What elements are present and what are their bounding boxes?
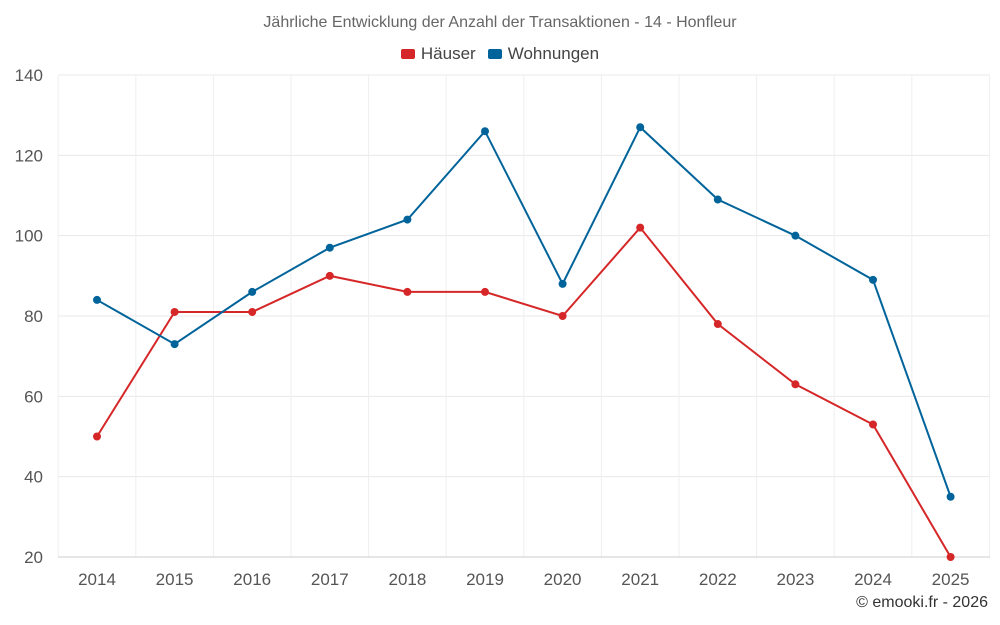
data-point-haeuser-2019[interactable]	[481, 287, 489, 296]
legend-label-haeuser: Häuser	[420, 44, 476, 63]
data-point-haeuser-2020[interactable]	[558, 312, 567, 320]
legend-item-haeuser[interactable]: Häuser	[400, 44, 476, 64]
y-tick-label-20: 20	[24, 548, 43, 567]
series-line-wohnungen	[96, 125, 952, 498]
data-point-wohnungen-2018[interactable]	[403, 215, 412, 224]
x-tick-label-2022: 2022	[699, 570, 737, 589]
x-tick-label-2018: 2018	[388, 570, 426, 589]
data-point-wohnungen-2016[interactable]	[248, 287, 257, 296]
y-tick-label-40: 40	[24, 468, 43, 487]
legend-swatch-haeuser	[400, 49, 415, 59]
data-point-wohnungen-2017[interactable]	[325, 243, 334, 252]
data-point-haeuser-2015[interactable]	[170, 307, 179, 316]
data-point-haeuser-2023[interactable]	[791, 380, 800, 389]
data-point-haeuser-2018[interactable]	[403, 287, 412, 296]
x-tick-label-2014: 2014	[78, 570, 116, 589]
data-point-wohnungen-2014[interactable]	[93, 295, 101, 304]
x-tick-label-2020: 2020	[544, 570, 582, 589]
data-point-haeuser-2017[interactable]	[325, 271, 334, 280]
x-tick-label-2016: 2016	[233, 570, 271, 589]
x-tick-label-2021: 2021	[621, 570, 659, 589]
data-point-wohnungen-2015[interactable]	[170, 340, 179, 349]
x-tick-label-2024: 2024	[854, 570, 892, 589]
legend: Häuser Wohnungen	[0, 44, 1000, 64]
data-point-wohnungen-2025[interactable]	[946, 492, 955, 501]
data-point-wohnungen-2021[interactable]	[636, 123, 645, 132]
y-tick-label-80: 80	[24, 307, 43, 326]
data-point-wohnungen-2022[interactable]	[713, 195, 722, 204]
data-point-wohnungen-2020[interactable]	[558, 279, 567, 288]
legend-label-wohnungen: Wohnungen	[507, 44, 600, 63]
data-point-wohnungen-2019[interactable]	[481, 127, 489, 136]
y-tick-label-120: 120	[15, 146, 43, 165]
y-tick-label-140: 140	[15, 66, 43, 85]
credit-text: © emooki.fr - 2026	[856, 594, 988, 611]
data-point-wohnungen-2024[interactable]	[869, 275, 877, 284]
x-tick-label-2019: 2019	[466, 570, 504, 589]
x-tick-label-2015: 2015	[156, 570, 194, 589]
legend-swatch-wohnungen	[487, 49, 502, 59]
x-tick-label-2017: 2017	[311, 570, 349, 589]
x-tick-label-2023: 2023	[776, 570, 814, 589]
data-point-haeuser-2022[interactable]	[713, 320, 722, 329]
y-tick-label-100: 100	[15, 227, 43, 246]
data-point-haeuser-2021[interactable]	[636, 223, 645, 232]
y-tick-label-60: 60	[24, 387, 43, 406]
data-point-haeuser-2014[interactable]	[93, 432, 101, 441]
series-line-haeuser	[96, 226, 952, 558]
data-point-haeuser-2016[interactable]	[248, 307, 257, 316]
chart-title: Jährliche Entwicklung der Anzahl der Tra…	[263, 14, 737, 31]
legend-item-wohnungen[interactable]: Wohnungen	[487, 44, 600, 64]
data-point-haeuser-2024[interactable]	[869, 420, 877, 429]
data-point-haeuser-2025[interactable]	[946, 553, 955, 561]
x-tick-label-2025: 2025	[932, 570, 970, 589]
data-point-wohnungen-2023[interactable]	[791, 231, 800, 240]
